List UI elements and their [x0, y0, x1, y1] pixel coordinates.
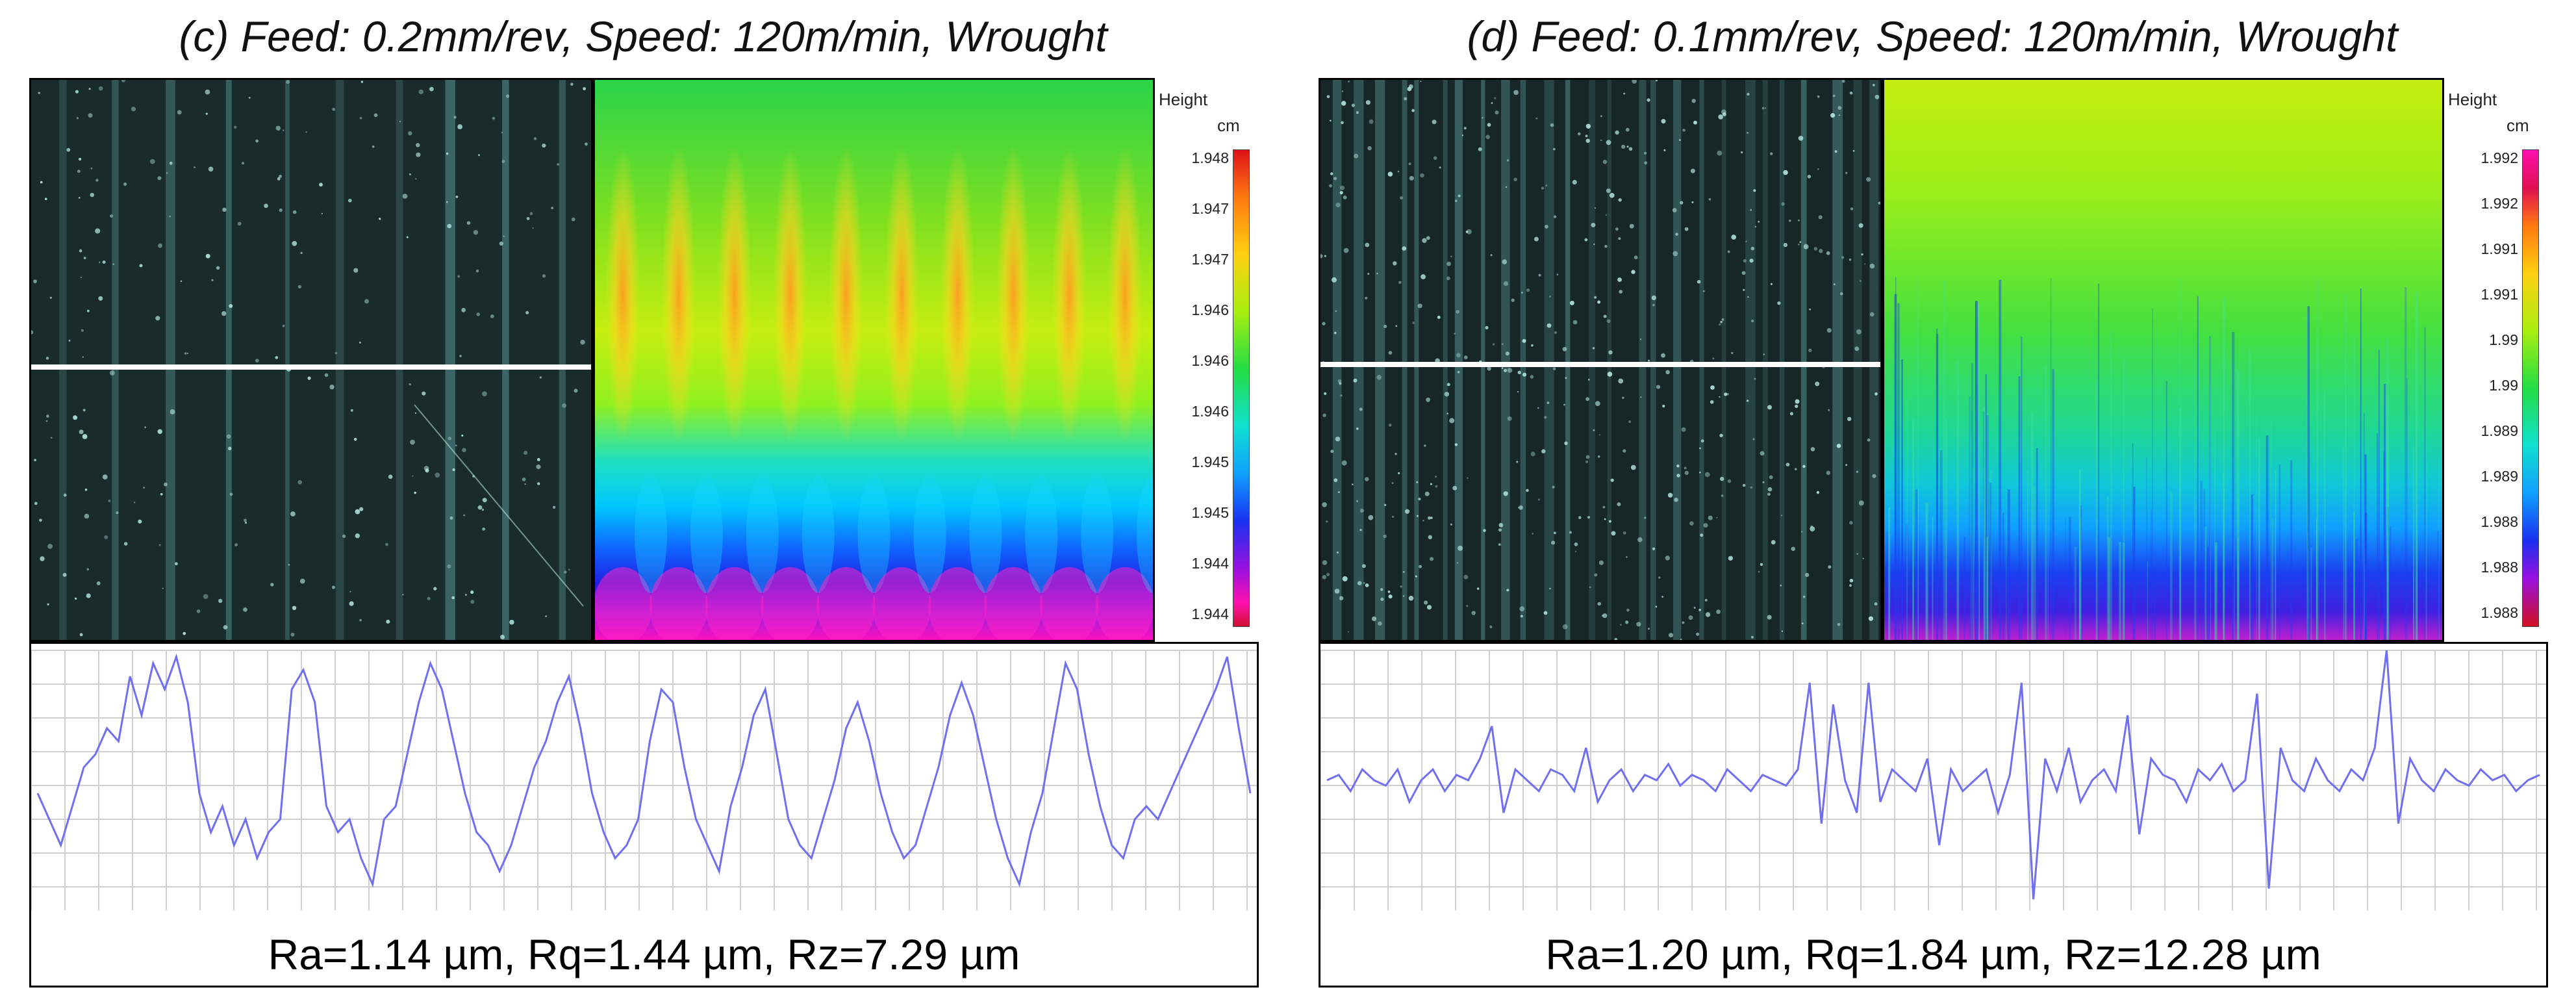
- legend-tick: 1.991: [2481, 240, 2518, 257]
- legend-tick: 1.946: [1191, 403, 1229, 420]
- legend-tick: 1.988: [2481, 604, 2518, 621]
- height-map-image: [593, 78, 1155, 642]
- legend-title: Height: [1159, 90, 1208, 109]
- legend-tick: 1.947: [1191, 251, 1229, 268]
- roughness-profile: Ra=1.20 µm, Rq=1.84 µm, Rz=12.28 µm: [1319, 642, 2548, 988]
- micrograph-image: [29, 78, 593, 642]
- profile-series-line: [1326, 650, 2540, 900]
- panel-d: (d) Feed: 0.1mm/rev, Speed: 120m/min, Wr…: [1315, 0, 2569, 1007]
- legend-tick: 1.989: [2481, 422, 2518, 439]
- legend-tick: 1.988: [2481, 559, 2518, 576]
- panel-c: (c) Feed: 0.2mm/rev, Speed: 120m/min, Wr…: [26, 0, 1280, 1007]
- profile-series-line: [36, 653, 1252, 888]
- profile-plot: [1320, 650, 2546, 910]
- height-legend: Height cm 1.992 1.992 1.991 1.991 1.99 1…: [2444, 78, 2548, 642]
- legend-title: Height: [2448, 90, 2497, 109]
- legend-tick: 1.948: [1191, 149, 1229, 166]
- roughness-profile: Ra=1.14 µm, Rq=1.44 µm, Rz=7.29 µm: [29, 642, 1259, 988]
- height-map-image: [1882, 78, 2444, 642]
- roughness-metrics: Ra=1.14 µm, Rq=1.44 µm, Rz=7.29 µm: [31, 922, 1257, 979]
- micrograph-image: [1319, 78, 1882, 642]
- legend-tick: 1.945: [1191, 504, 1229, 521]
- legend-unit: cm: [2507, 116, 2529, 135]
- legend-tick: 1.944: [1191, 555, 1229, 572]
- panel-title: (c) Feed: 0.2mm/rev, Speed: 120m/min, Wr…: [179, 12, 1107, 60]
- legend-tick: 1.944: [1191, 605, 1229, 622]
- legend-colorbar: [1233, 149, 1250, 627]
- height-map-svg: [595, 80, 1153, 640]
- panel-title: (d) Feed: 0.1mm/rev, Speed: 120m/min, Wr…: [1467, 12, 2398, 60]
- legend-tick: 1.99: [2489, 377, 2518, 394]
- legend-tick: 1.945: [1191, 453, 1229, 470]
- height-legend: Height cm 1.948 1.947 1.947 1.946 1.946 …: [1155, 78, 1259, 642]
- legend-tick: 1.988: [2481, 513, 2518, 530]
- legend-colorbar: [2522, 149, 2539, 627]
- legend-tick: 1.947: [1191, 200, 1229, 217]
- micrograph-svg: [1320, 80, 1880, 640]
- legend-tick: 1.989: [2481, 468, 2518, 485]
- legend-unit: cm: [1217, 116, 1240, 135]
- legend-tick: 1.991: [2481, 286, 2518, 303]
- roughness-metrics: Ra=1.20 µm, Rq=1.84 µm, Rz=12.28 µm: [1320, 922, 2546, 979]
- legend-tick: 1.992: [2481, 195, 2518, 212]
- height-map-svg: [1884, 80, 2442, 640]
- micrograph-svg: [31, 80, 591, 640]
- legend-tick: 1.99: [2489, 331, 2518, 348]
- legend-tick: 1.992: [2481, 149, 2518, 166]
- legend-tick: 1.946: [1191, 301, 1229, 318]
- profile-plot: [31, 650, 1257, 910]
- legend-tick: 1.946: [1191, 352, 1229, 369]
